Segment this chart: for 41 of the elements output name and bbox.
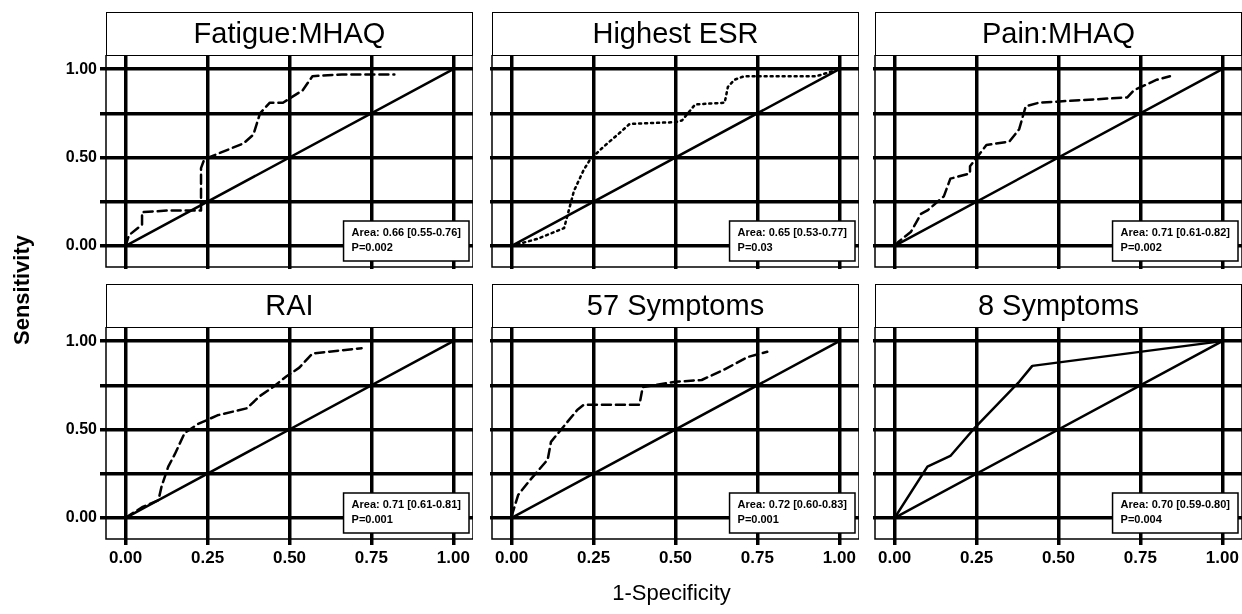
annotation: Area: 0.65 [0.53-0.77] [737, 226, 848, 239]
y-tick-label: 0.50 [65, 419, 98, 437]
x-tick-label: 0.25 [191, 547, 225, 567]
annotation: P=0.001 [737, 513, 779, 526]
x-tick-label: 0.50 [1041, 547, 1076, 567]
annotation: Area: 0.66 [0.55-0.76] [351, 226, 462, 239]
y-axis-title: Sensitivity [9, 234, 35, 346]
x-tick-label: 0.00 [109, 547, 143, 567]
annotation: P=0.03 [737, 241, 773, 254]
x-tick-label: 0.50 [272, 547, 307, 567]
x-tick-label: 0.75 [740, 547, 774, 567]
x-tick-label: 0.00 [878, 547, 912, 567]
annotation: P=0.002 [1120, 241, 1162, 254]
x-tick-label: 0.25 [960, 547, 994, 567]
annotation: P=0.002 [351, 241, 393, 254]
annotation: P=0.004 [1120, 513, 1163, 526]
annotation: Area: 0.71 [0.61-0.81] [351, 498, 462, 511]
x-tick-label: 0.00 [495, 547, 529, 567]
x-tick-label: 0.75 [1123, 547, 1157, 567]
annotation: P=0.001 [351, 513, 393, 526]
y-tick-label: 1.00 [65, 59, 98, 77]
x-axis-title: 1-Specificity [612, 580, 731, 606]
x-tick-label: 0.50 [658, 547, 693, 567]
y-tick-label: 0.00 [65, 508, 98, 526]
chart-title: Fatigue:MHAQ [106, 12, 473, 56]
chart-title: 57 Symptoms [492, 284, 859, 328]
x-tick-label: 1.00 [1205, 547, 1239, 567]
x-tick-label: 0.25 [577, 547, 611, 567]
chart-title: Highest ESR [492, 12, 859, 56]
y-tick-label: 1.00 [65, 331, 98, 349]
chart-title: RAI [106, 284, 473, 328]
annotation: Area: 0.71 [0.61-0.82] [1120, 226, 1231, 239]
annotation: Area: 0.72 [0.60-0.83] [737, 498, 848, 511]
chart-title: Pain:MHAQ [875, 12, 1242, 56]
y-tick-label: 0.00 [65, 236, 98, 254]
x-tick-label: 0.75 [354, 547, 388, 567]
annotation: Area: 0.70 [0.59-0.80] [1120, 498, 1231, 511]
chart-title: 8 Symptoms [875, 284, 1242, 328]
y-tick-label: 0.50 [65, 147, 98, 165]
x-tick-label: 1.00 [436, 547, 470, 567]
x-tick-label: 1.00 [822, 547, 856, 567]
